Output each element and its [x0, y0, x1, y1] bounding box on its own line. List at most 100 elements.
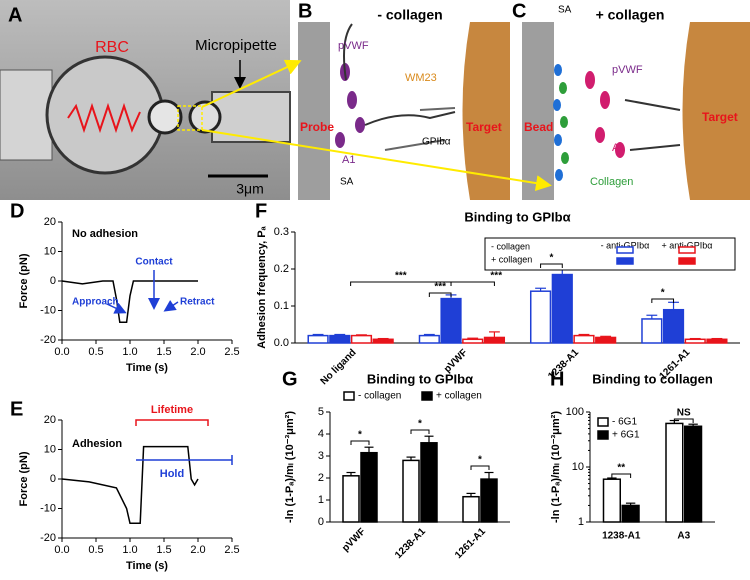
- y-tick-label: 20: [44, 216, 56, 228]
- x-tick-label: 0.5: [88, 544, 103, 556]
- y-tick-label: -20: [40, 532, 56, 544]
- annotation: Adhesion: [72, 438, 122, 450]
- probe-bead: [149, 101, 181, 133]
- x-tick-label: No ligand: [319, 347, 359, 387]
- a1-label: A1: [612, 142, 625, 154]
- chart-title: Binding to collagen: [592, 371, 713, 386]
- legend-row: + collagen: [491, 254, 532, 264]
- force-trace: [62, 447, 198, 524]
- bar: [596, 337, 616, 343]
- lifetime-bracket: [136, 420, 208, 426]
- y-tick-label: 1: [578, 516, 584, 528]
- panel-label: G: [282, 368, 298, 390]
- significance-label: ***: [395, 271, 407, 282]
- x-tick-label: pVWF: [340, 526, 368, 554]
- linkers: [625, 100, 680, 150]
- bar: [463, 339, 483, 343]
- bar: [531, 291, 551, 343]
- panel-label: D: [10, 200, 24, 222]
- y-tick-label: 0.3: [274, 226, 289, 238]
- wm23-label: WM23: [405, 72, 437, 84]
- panel-b: B - collagen pVWF WM23 Probe Target GPIb…: [298, 0, 510, 200]
- bead: [522, 22, 554, 200]
- rbc-label: RBC: [95, 39, 129, 56]
- bar: [441, 299, 461, 343]
- y-tick-label: 5: [318, 406, 324, 418]
- pvwf-label: pVWF: [338, 40, 369, 52]
- x-tick-label: 2.5: [224, 544, 239, 556]
- legend-swatch: [598, 431, 608, 439]
- x-tick-label: 1238-A1: [602, 531, 641, 542]
- legend-swatch: [344, 392, 354, 400]
- x-tick-label: 0.5: [88, 346, 103, 358]
- bar: [707, 339, 727, 343]
- annotation: Contact: [135, 257, 173, 268]
- significance-label: NS: [677, 408, 691, 419]
- y-tick-label: 10: [44, 443, 56, 455]
- legend-label: + 6G1: [612, 430, 640, 441]
- y-tick-label: 100: [566, 406, 584, 418]
- panel-c: C + collagen SA pVWF Bead Target A1 Coll…: [512, 0, 750, 200]
- x-axis-label: Time (s): [126, 560, 168, 572]
- x-tick-label: 1.0: [122, 544, 137, 556]
- significance-bracket: [612, 474, 631, 478]
- significance-bracket: [451, 282, 494, 286]
- bar: [604, 479, 621, 522]
- sa-label: SA: [558, 5, 572, 16]
- significance-bracket: [471, 466, 489, 470]
- bar: [343, 476, 359, 522]
- x-tick-label: 1.5: [156, 346, 171, 358]
- x-axis-label: Time (s): [126, 362, 168, 374]
- bar: [403, 460, 419, 522]
- x-tick-label: 2.0: [190, 346, 205, 358]
- bar: [352, 336, 372, 343]
- chart-title: Binding to GPIbα: [464, 209, 570, 224]
- x-tick-label: 2.5: [224, 346, 239, 358]
- panel-title: - collagen: [377, 7, 442, 23]
- target-label: Target: [466, 120, 502, 134]
- bar: [664, 310, 684, 343]
- bar: [421, 443, 437, 522]
- bar: [463, 497, 479, 522]
- y-tick-label: -10: [40, 502, 56, 514]
- legend-label: - 6G1: [612, 417, 637, 428]
- chart-title: Binding to GPIbα: [367, 371, 473, 386]
- significance-label: *: [661, 288, 665, 299]
- annotation: Hold: [160, 468, 184, 480]
- bar: [373, 339, 393, 343]
- y-axis-label: Force (pN): [18, 451, 30, 506]
- x-tick-label: 0.0: [54, 346, 69, 358]
- bar: [552, 275, 572, 343]
- molecules: [335, 63, 365, 148]
- y-axis-label: Force (pN): [18, 253, 30, 308]
- micropipette: [212, 92, 290, 142]
- panel-label: E: [10, 398, 23, 420]
- probe-label: Probe: [300, 120, 334, 134]
- annotation: Lifetime: [151, 404, 193, 416]
- legend-swatch: [679, 258, 695, 264]
- y-tick-label: 0: [50, 473, 56, 485]
- significance-label: **: [617, 463, 625, 474]
- significance-bracket: [351, 441, 369, 445]
- hold-bracket: [136, 455, 232, 465]
- y-tick-label: 0.2: [274, 263, 289, 275]
- panel-label: B: [298, 0, 312, 22]
- legend-row: - collagen: [491, 241, 530, 251]
- arrow: [166, 302, 178, 310]
- scale-label: 3μm: [236, 181, 264, 197]
- x-tick-label: A3: [677, 531, 690, 542]
- x-tick-label: 1238-A1: [393, 526, 428, 561]
- annotation: Retract: [180, 297, 215, 308]
- x-tick-label: 0.0: [54, 544, 69, 556]
- y-tick-label: 0: [318, 516, 324, 528]
- panel-label: H: [550, 368, 564, 390]
- significance-label: *: [358, 430, 362, 441]
- y-tick-label: 4: [318, 428, 324, 440]
- bar: [666, 423, 683, 522]
- x-tick-label: 1.5: [156, 544, 171, 556]
- legend-swatch: [617, 247, 633, 253]
- x-tick-label: 2.0: [190, 544, 205, 556]
- legend-label: + collagen: [436, 391, 482, 402]
- legend-label: - collagen: [358, 391, 401, 402]
- bar: [685, 426, 702, 522]
